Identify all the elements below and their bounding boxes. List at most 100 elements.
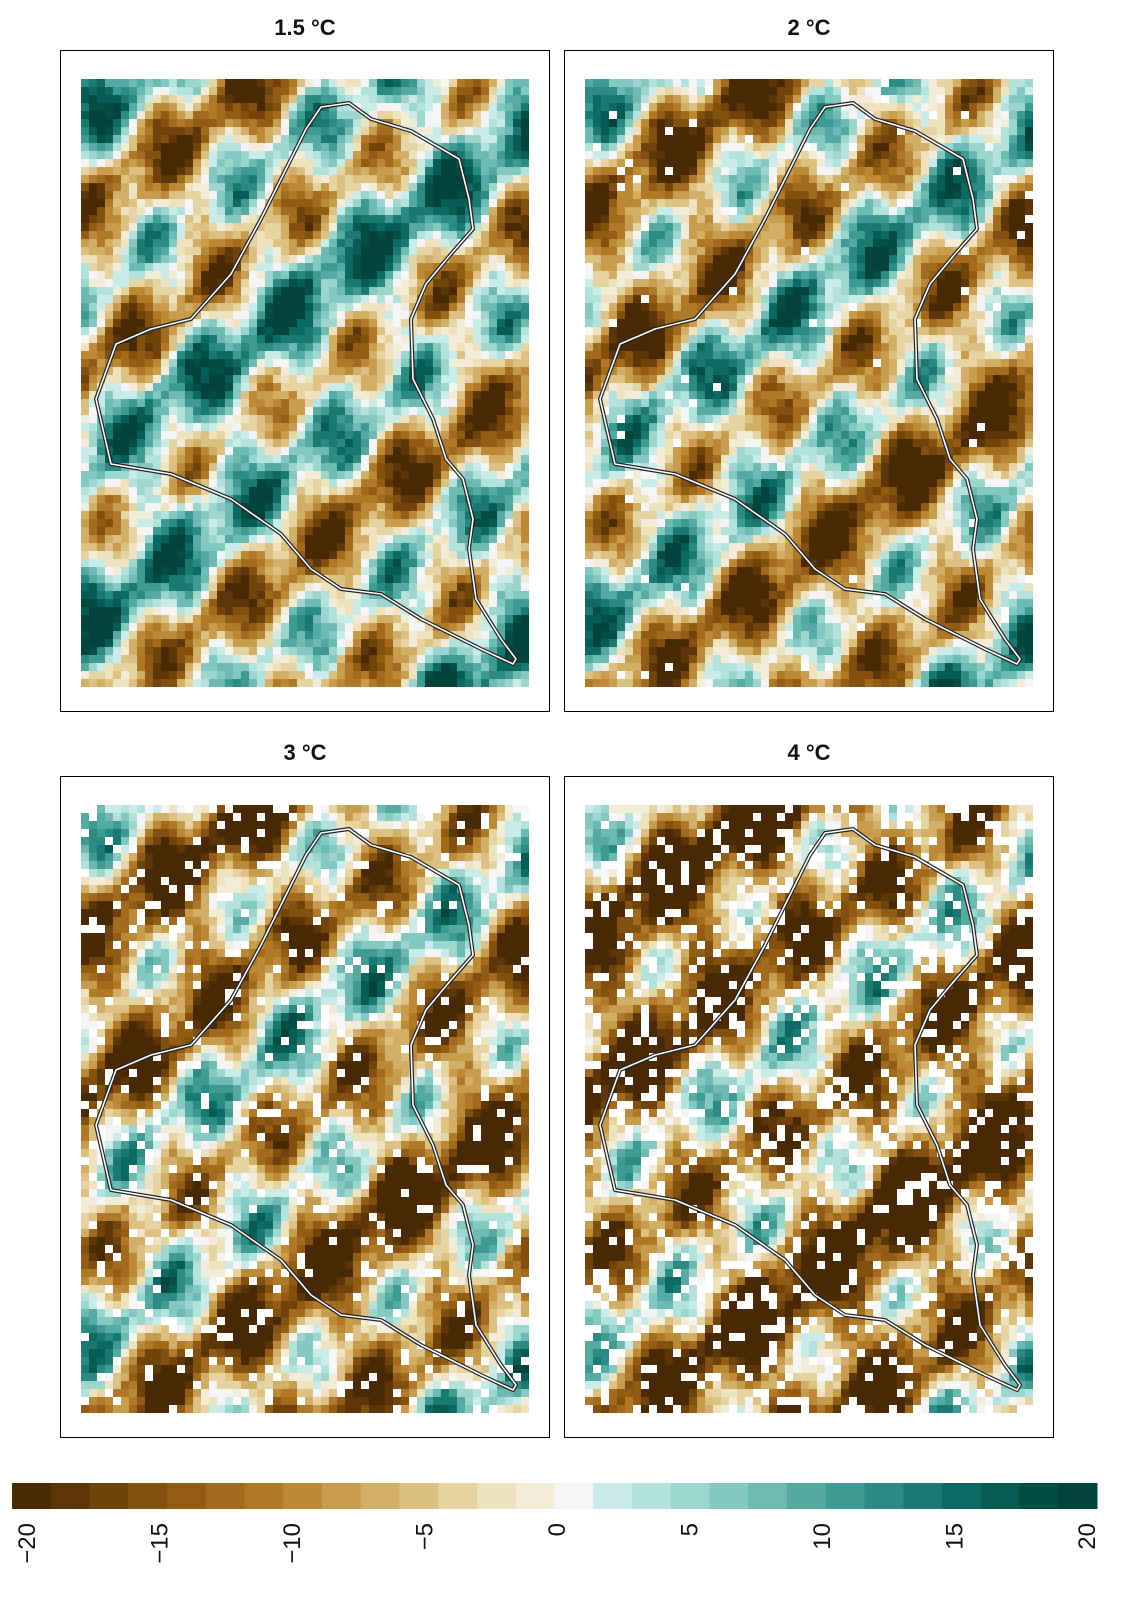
grid-cell (905, 151, 914, 160)
grid-cell (449, 455, 458, 464)
grid-cell (425, 255, 434, 264)
grid-cell (409, 631, 418, 640)
grid-cell (305, 591, 314, 600)
grid-cell (233, 463, 242, 472)
grid-cell (169, 679, 178, 687)
grid-cell (145, 79, 154, 88)
grid-cell (257, 167, 266, 176)
grid-cell (809, 95, 818, 104)
grid-cell (865, 95, 874, 104)
grid-cell (233, 175, 242, 184)
grid-cell (105, 159, 114, 168)
grid-cell (209, 423, 218, 432)
grid-cell (441, 567, 450, 576)
grid-cell (297, 511, 306, 520)
grid-cell (473, 519, 482, 528)
grid-cell (185, 111, 194, 120)
grid-cell (369, 151, 378, 160)
grid-cell (393, 543, 402, 552)
grid-cell (449, 647, 458, 656)
grid-cell (385, 663, 394, 672)
grid-cell (289, 223, 298, 232)
grid-cell (377, 639, 386, 648)
grid-cell (489, 119, 498, 128)
grid-cell (217, 583, 226, 592)
grid-cell (945, 143, 954, 152)
grid-cell (457, 671, 466, 680)
grid-cell (425, 303, 434, 312)
grid-cell (697, 151, 706, 160)
grid-cell (425, 399, 434, 408)
grid-cell (521, 575, 529, 584)
grid-cell (89, 255, 98, 264)
grid-cell (1025, 151, 1033, 160)
grid-cell (449, 535, 458, 544)
grid-cell (449, 215, 458, 224)
grid-cell (361, 303, 370, 312)
grid-cell (129, 103, 138, 112)
grid-cell (329, 551, 338, 560)
grid-cell (489, 407, 498, 416)
grid-cell (89, 623, 98, 632)
grid-cell (313, 455, 322, 464)
grid-cell (193, 103, 202, 112)
grid-cell (417, 247, 426, 256)
grid-cell (425, 503, 434, 512)
grid-cell (337, 559, 346, 568)
grid-cell (129, 559, 138, 568)
grid-cell (929, 87, 938, 96)
grid-cell (697, 79, 706, 88)
grid-cell (201, 327, 210, 336)
grid-cell (521, 359, 529, 368)
grid-cell (297, 567, 306, 576)
grid-cell (249, 415, 258, 424)
grid-cell (649, 159, 658, 168)
grid-cell (457, 495, 466, 504)
grid-cell (385, 103, 394, 112)
grid-cell (321, 423, 330, 432)
grid-cell (457, 319, 466, 328)
grid-cell (297, 655, 306, 664)
grid-cell (249, 631, 258, 640)
grid-cell (249, 103, 258, 112)
grid-cell (225, 311, 234, 320)
grid-cell (601, 167, 610, 176)
grid-cell (249, 247, 258, 256)
grid-cell (441, 271, 450, 280)
grid-cell (313, 279, 322, 288)
grid-cell (105, 231, 114, 240)
grid-cell (321, 119, 330, 128)
grid-cell (345, 151, 354, 160)
grid-cell (489, 535, 498, 544)
grid-cell (153, 279, 162, 288)
grid-cell (281, 607, 290, 616)
grid-cell (473, 383, 482, 392)
grid-cell (681, 151, 690, 160)
grid-cell (113, 159, 122, 168)
grid-cell (185, 79, 194, 88)
grid-cell (473, 223, 482, 232)
grid-cell (281, 119, 290, 128)
grid-cell (217, 151, 226, 160)
grid-cell (273, 455, 282, 464)
grid-cell (105, 503, 114, 512)
grid-cell (121, 343, 130, 352)
grid-cell (849, 175, 858, 184)
grid-cell (289, 567, 298, 576)
grid-cell (737, 111, 746, 120)
grid-cell (497, 391, 506, 400)
grid-cell (625, 95, 634, 104)
grid-cell (513, 231, 522, 240)
grid-cell (497, 359, 506, 368)
grid-cell (361, 407, 370, 416)
grid-cell (441, 359, 450, 368)
grid-cell (193, 503, 202, 512)
grid-cell (241, 311, 250, 320)
grid-cell (297, 535, 306, 544)
grid-cell (513, 279, 522, 288)
grid-cell (761, 143, 770, 152)
grid-cell (353, 503, 362, 512)
grid-cell (361, 631, 370, 640)
grid-cell (433, 631, 442, 640)
grid-cell (305, 503, 314, 512)
